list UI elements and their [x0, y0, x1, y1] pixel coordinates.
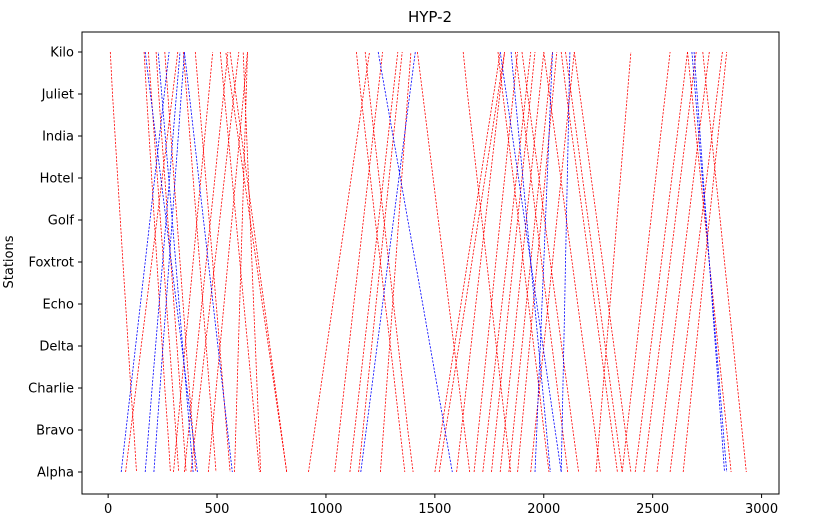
series-line-red [190, 51, 240, 473]
series-layer [109, 51, 747, 473]
series-line-red [499, 51, 545, 473]
series-line-red [702, 51, 747, 473]
series-line-red [595, 51, 632, 473]
series-line-blue [144, 51, 181, 473]
y-tick-label: Hotel [40, 172, 74, 187]
series-line-red [184, 51, 229, 473]
y-tick-label: Delta [39, 340, 74, 355]
series-line-red [173, 51, 214, 473]
series-line-blue [153, 51, 185, 473]
series-line-red [573, 51, 632, 473]
series-line-red [356, 51, 406, 473]
series-line-red [565, 51, 623, 473]
series-line-red [521, 51, 579, 473]
series-line-red [682, 51, 728, 473]
series-line-blue [560, 51, 571, 473]
series-line-red [225, 51, 288, 473]
y-tick-label: Golf [48, 214, 75, 229]
series-line-red [334, 51, 383, 473]
series-line-red [242, 51, 261, 473]
series-line-red [515, 51, 569, 473]
series-line-red [687, 51, 732, 473]
series-line-red [473, 51, 518, 473]
series-line-red [182, 51, 217, 473]
series-line-blue [120, 51, 170, 473]
series-line-red [164, 51, 197, 473]
series-line-blue [499, 51, 562, 473]
series-line-red [219, 51, 260, 473]
series-line-blue [693, 51, 725, 473]
x-tick-label: 3000 [745, 502, 778, 517]
series-line-red [438, 51, 505, 473]
series-line-red [207, 51, 248, 473]
series-line-red [491, 51, 536, 473]
chart-title: HYP-2 [408, 8, 452, 26]
x-tick-label: 2000 [527, 502, 560, 517]
x-tick-label: 2500 [636, 502, 669, 517]
y-tick-label: Foxtrot [29, 256, 74, 271]
series-line-blue [157, 51, 194, 473]
x-tick-label: 1000 [309, 502, 342, 517]
x-tick-label: 500 [205, 502, 230, 517]
y-axis-title: Stations [2, 235, 17, 288]
series-line-red [543, 51, 601, 473]
series-line-red [462, 51, 512, 473]
series-line-blue [377, 51, 453, 473]
y-tick-label: Charlie [28, 382, 74, 397]
series-line-red [669, 51, 723, 473]
series-line-red [125, 51, 179, 473]
series-line-red [109, 51, 137, 473]
y-tick-label: Bravo [36, 424, 74, 439]
series-line-blue [510, 51, 551, 473]
series-line-red [434, 51, 501, 473]
series-line-red [349, 51, 399, 473]
y-tick-label: India [42, 130, 74, 145]
series-line-red [308, 51, 370, 473]
series-line-red [194, 51, 231, 473]
y-tick-label: Echo [42, 298, 74, 313]
x-tick-label: 1500 [418, 502, 451, 517]
series-line-red [517, 51, 558, 473]
series-line-red [508, 51, 553, 473]
series-line-red [358, 51, 403, 473]
series-line-red [634, 51, 688, 473]
series-line-red [364, 51, 414, 473]
series-line-red [643, 51, 697, 473]
series-line-red [148, 51, 180, 473]
y-tick-label: Kilo [50, 46, 74, 61]
y-axis: Alpha Bravo Charlie Delta Echo Foxtrot Golf Hot… [28, 46, 82, 481]
series-line-blue [144, 51, 198, 473]
x-axis: 0 500 1000 1500 2000 2500 3000 [104, 494, 778, 517]
y-tick-label: Juliet [41, 88, 74, 103]
series-line-blue [534, 51, 553, 473]
series-line-blue [184, 51, 233, 473]
series-line-red [560, 51, 618, 473]
series-line-red [621, 51, 671, 473]
series-line-red [234, 51, 248, 473]
series-line-red [155, 51, 187, 473]
x-tick-label: 0 [104, 502, 112, 517]
plot-frame [81, 31, 780, 495]
y-tick-label: Alpha [37, 466, 74, 481]
series-line-red [656, 51, 710, 473]
series-line-red [456, 51, 505, 473]
series-line-red [497, 51, 550, 473]
series-line-red [417, 51, 471, 473]
series-line-red [482, 51, 532, 473]
series-line-red [143, 51, 171, 473]
series-line-red [229, 51, 288, 473]
series-line-blue [360, 51, 416, 473]
